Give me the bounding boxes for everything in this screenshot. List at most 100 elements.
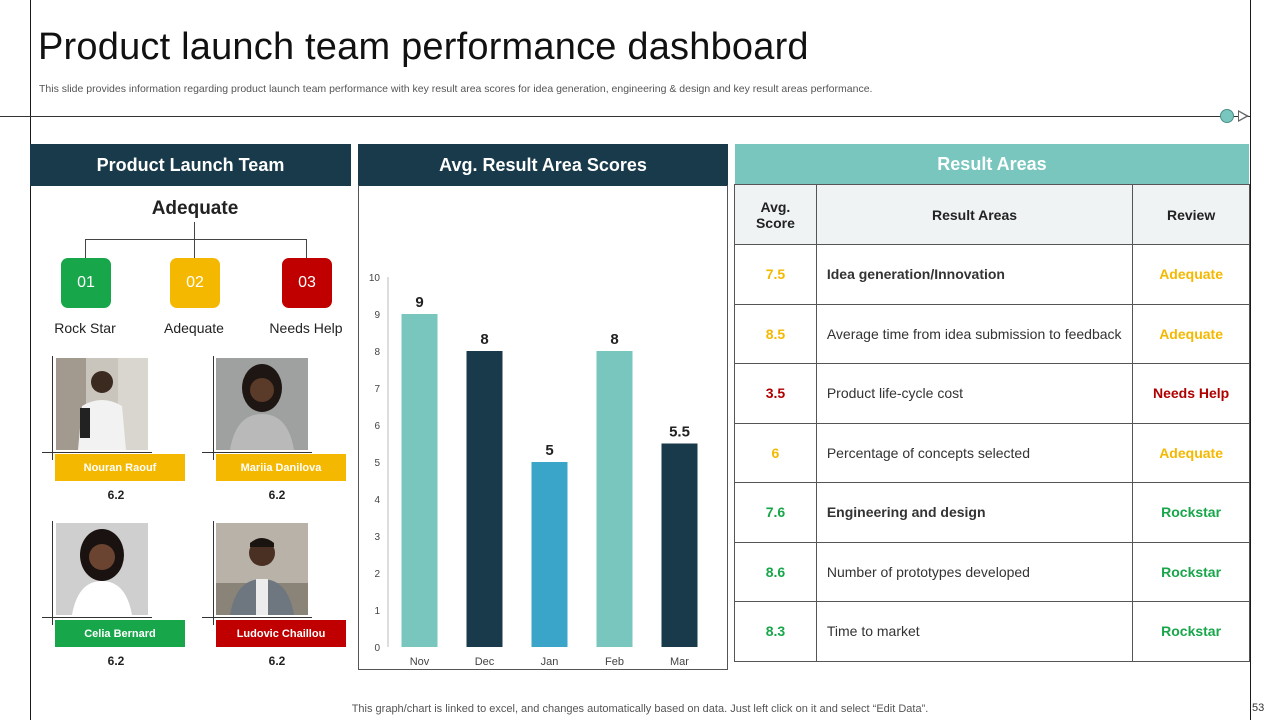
col-header-result-areas: Result Areas xyxy=(815,184,1134,245)
tree-stem xyxy=(194,222,195,258)
member-photo-4 xyxy=(216,523,308,615)
row-result-area: Time to market xyxy=(815,601,1134,662)
bar-mar[interactable] xyxy=(661,443,698,648)
bar-data-label: 5.5 xyxy=(669,424,690,441)
y-tick-label: 5 xyxy=(374,458,380,469)
row-review-status: Needs Help xyxy=(1132,363,1250,424)
y-tick-label: 8 xyxy=(374,347,380,358)
y-tick-label: 6 xyxy=(374,421,380,432)
row-avg-score: 8.5 xyxy=(734,303,817,364)
member-name-tag: Mariia Danilova xyxy=(216,454,346,481)
row-result-area: Number of prototypes developed xyxy=(815,541,1134,602)
bar-feb[interactable] xyxy=(596,351,633,647)
member-name-tag: Celia Bernard xyxy=(55,620,185,647)
y-tick-label: 0 xyxy=(374,643,380,654)
photo-crosshair-v xyxy=(52,356,53,460)
y-tick-label: 2 xyxy=(374,569,380,580)
row-avg-score: 7.6 xyxy=(734,482,817,543)
level-label-needs-help: Needs Help xyxy=(269,320,343,336)
member-photo-2 xyxy=(216,358,308,450)
x-tick-label: Feb xyxy=(605,656,624,668)
table-row: 7.5 Idea generation/Innovation Adequate xyxy=(734,244,1250,305)
x-tick-label: Dec xyxy=(475,656,495,668)
table-panel-header: Result Areas xyxy=(735,144,1249,184)
level-box-rockstar: 01 xyxy=(61,258,111,308)
photo-crosshair-h xyxy=(202,452,312,453)
col-header-review: Review xyxy=(1132,184,1250,245)
y-tick-label: 7 xyxy=(374,384,380,395)
photo-crosshair-h xyxy=(202,617,312,618)
member-score: 6.2 xyxy=(107,488,125,502)
col-header-avg-score: Avg. Score xyxy=(734,184,817,245)
member-name-tag: Ludovic Chaillou xyxy=(216,620,346,647)
team-panel-header: Product Launch Team xyxy=(30,144,351,186)
bar-nov[interactable] xyxy=(401,314,438,647)
level-box-adequate: 02 xyxy=(170,258,220,308)
photo-crosshair-h xyxy=(42,452,152,453)
footer-note: This graph/chart is linked to excel, and… xyxy=(351,703,929,715)
y-tick-label: 10 xyxy=(369,273,381,284)
level-label-rockstar: Rock Star xyxy=(54,320,116,336)
x-tick-label: Jan xyxy=(541,656,559,668)
member-photo-1 xyxy=(56,358,148,450)
tree-bar xyxy=(85,239,307,240)
tree-drop-3 xyxy=(306,239,307,258)
row-review-status: Rockstar xyxy=(1132,601,1250,662)
page-number: 53 xyxy=(1252,702,1265,714)
table-row: 6 Percentage of concepts selected Adequate xyxy=(734,422,1250,483)
col-header-avg-score-label: Avg. Score xyxy=(755,198,795,231)
play-arrow-inner xyxy=(1239,112,1246,120)
y-tick-label: 9 xyxy=(374,310,380,321)
level-label-adequate: Adequate xyxy=(164,320,224,336)
member-photo-3 xyxy=(56,523,148,615)
bar-data-label: 9 xyxy=(415,294,423,311)
row-result-area: Percentage of concepts selected xyxy=(815,422,1134,483)
tree-drop-1 xyxy=(85,239,86,258)
right-margin-line xyxy=(1250,0,1251,720)
bar-data-label: 8 xyxy=(480,331,488,348)
row-result-area: Average time from idea submission to fee… xyxy=(815,303,1134,364)
chart-panel-header: Avg. Result Area Scores xyxy=(358,144,728,186)
y-tick-label: 1 xyxy=(374,606,380,617)
row-avg-score: 7.5 xyxy=(734,244,817,305)
y-tick-label: 3 xyxy=(374,532,380,543)
bar-dec[interactable] xyxy=(466,351,503,647)
row-result-area: Product life-cycle cost xyxy=(815,363,1134,424)
row-review-status: Rockstar xyxy=(1132,541,1250,602)
table-row: 7.6 Engineering and design Rockstar xyxy=(734,482,1250,543)
photo-crosshair-v xyxy=(213,356,214,460)
result-areas-table: Avg. Score Result Areas Review 7.5 Idea g… xyxy=(734,184,1250,662)
row-avg-score: 6 xyxy=(734,422,817,483)
bar-jan[interactable] xyxy=(531,462,568,647)
bar-data-label: 5 xyxy=(545,442,553,459)
chart-frame xyxy=(358,185,728,670)
page-title: Product launch team performance dashboar… xyxy=(38,26,809,68)
table-row: 8.3 Time to market Rockstar xyxy=(734,601,1250,662)
row-review-status: Adequate xyxy=(1132,244,1250,305)
table-row: 8.5 Average time from idea submission to … xyxy=(734,303,1250,364)
member-score: 6.2 xyxy=(268,654,286,668)
bar-chart: 0 1 2 3 4 5 6 7 8 9 10 9 Nov 8 Dec 5 Jan 8 Feb 5.5 Mar xyxy=(369,273,698,668)
page-subtitle: This slide provides information regardin… xyxy=(39,83,873,95)
left-margin-line xyxy=(30,0,31,720)
row-review-status: Rockstar xyxy=(1132,482,1250,543)
member-score: 6.2 xyxy=(107,654,125,668)
bar-data-label: 8 xyxy=(610,331,618,348)
row-avg-score: 8.6 xyxy=(734,541,817,602)
x-tick-label: Nov xyxy=(410,656,430,668)
y-tick-label: 4 xyxy=(374,495,380,506)
table-row: 3.5 Product life-cycle cost Needs Help xyxy=(734,363,1250,424)
nav-dot-icon xyxy=(1220,109,1234,123)
table-row: 8.6 Number of prototypes developed Rocksta… xyxy=(734,541,1250,602)
x-tick-label: Mar xyxy=(670,656,689,668)
photo-crosshair-v xyxy=(52,521,53,625)
header-divider xyxy=(0,116,1250,117)
team-overall-level: Adequate xyxy=(151,198,239,219)
photo-crosshair-h xyxy=(42,617,152,618)
row-result-area: Idea generation/Innovation xyxy=(815,244,1134,305)
row-result-area: Engineering and design xyxy=(815,482,1134,543)
row-review-status: Adequate xyxy=(1132,303,1250,364)
level-box-needs-help: 03 xyxy=(282,258,332,308)
photo-crosshair-v xyxy=(213,521,214,625)
member-score: 6.2 xyxy=(268,488,286,502)
